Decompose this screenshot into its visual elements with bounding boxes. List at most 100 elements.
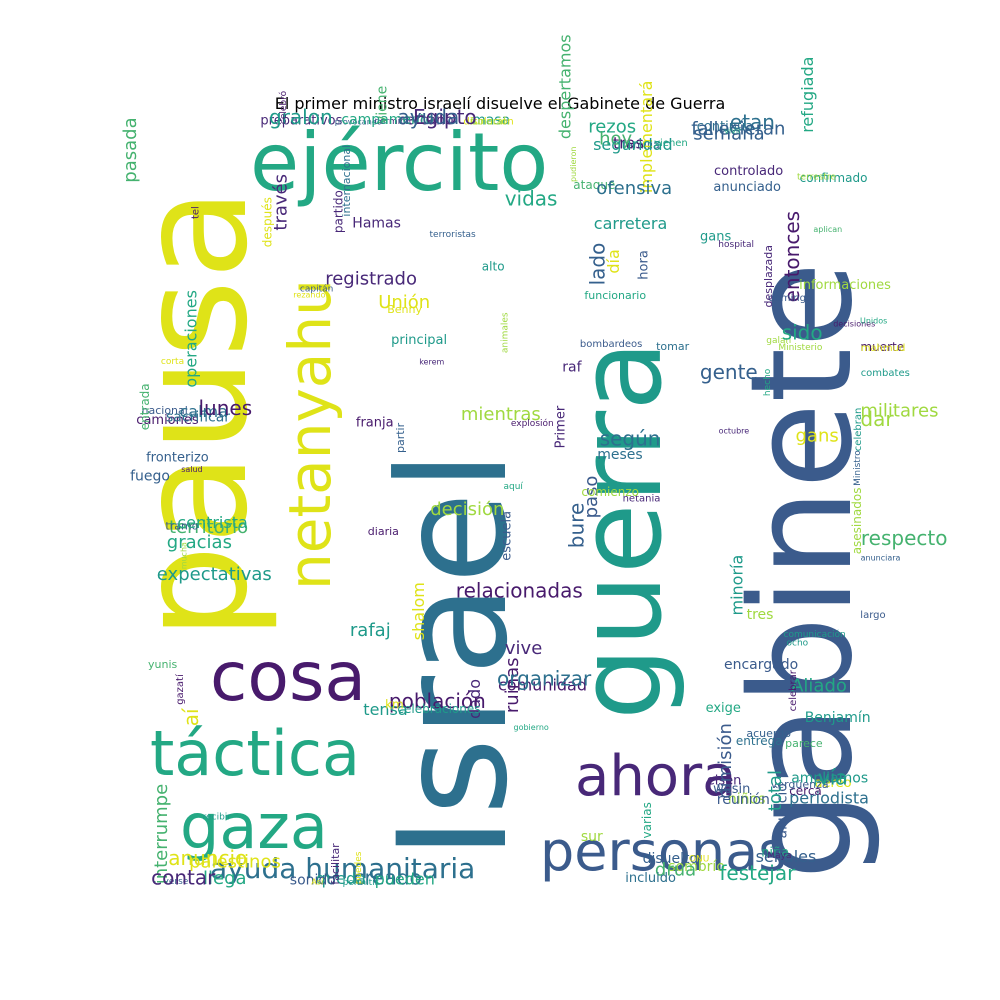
cloud-word: hospital bbox=[718, 240, 754, 250]
cloud-word: disuelto bbox=[643, 851, 699, 867]
cloud-word: niños bbox=[728, 792, 766, 808]
cloud-word: seguridad bbox=[593, 135, 673, 154]
cloud-word: según bbox=[600, 426, 661, 450]
cloud-word: tomar bbox=[656, 340, 689, 353]
cloud-word: contar bbox=[151, 865, 216, 889]
cloud-word: gaza bbox=[180, 790, 328, 863]
cloud-word: facilitar bbox=[329, 843, 342, 885]
cloud-word: creado bbox=[354, 866, 422, 890]
cloud-word: sur bbox=[581, 829, 603, 845]
cloud-word: total bbox=[765, 770, 786, 811]
cloud-word: Egipto bbox=[413, 105, 477, 129]
cloud-word: puedes bbox=[354, 851, 364, 884]
cloud-word: entonces bbox=[780, 211, 804, 302]
cloud-word: militares bbox=[860, 401, 938, 422]
cloud-word: Aliado bbox=[791, 676, 847, 697]
cloud-word: informaciones bbox=[799, 278, 891, 293]
cloud-word: dar bbox=[860, 407, 894, 431]
cloud-word: km bbox=[385, 697, 404, 711]
cloud-word: paso bbox=[581, 476, 602, 519]
cloud-word: nacional bbox=[142, 404, 188, 417]
cloud-word: alto bbox=[482, 260, 505, 274]
cloud-word: ofensiva bbox=[596, 178, 672, 199]
cloud-word: hora bbox=[637, 250, 652, 280]
cloud-word: dormimos bbox=[374, 117, 419, 127]
cloud-word: gazatí bbox=[174, 673, 186, 705]
cloud-word: Primer bbox=[554, 405, 569, 448]
cloud-word: recibir bbox=[203, 813, 232, 823]
cloud-word: cercano bbox=[398, 112, 453, 128]
cloud-word: Maya bbox=[767, 851, 791, 861]
cloud-word: celebrar bbox=[788, 669, 799, 711]
cloud-word: anuncio bbox=[168, 846, 247, 870]
cloud-word: varias bbox=[640, 802, 654, 838]
cloud-word: mientras bbox=[461, 404, 541, 425]
cloud-word: corta bbox=[161, 357, 184, 367]
cloud-word: confirmado bbox=[800, 171, 868, 185]
cloud-word: hoy bbox=[599, 129, 632, 150]
cloud-word: refugiada bbox=[798, 57, 817, 133]
cloud-word: festejar bbox=[719, 861, 796, 885]
cloud-word: familia bbox=[623, 139, 660, 152]
cloud-word: cosa bbox=[210, 638, 366, 717]
cloud-word: implementará bbox=[637, 81, 656, 194]
cloud-word: tramo bbox=[165, 519, 198, 532]
cloud-word: comienzo bbox=[581, 485, 639, 499]
cloud-word: Benjamín bbox=[805, 710, 871, 726]
cloud-word: respecto bbox=[861, 526, 948, 550]
cloud-word: vidas bbox=[505, 187, 558, 211]
cloud-word: permitir bbox=[343, 878, 379, 888]
cloud-word: reunión bbox=[717, 792, 770, 808]
cloud-word: muerte bbox=[860, 340, 904, 354]
cloud-word: palestinos bbox=[189, 852, 281, 873]
cloud-word: tres bbox=[747, 607, 774, 623]
cloud-word: animales bbox=[501, 312, 511, 353]
cloud-word: escuela bbox=[499, 511, 514, 561]
cloud-word: pasada bbox=[120, 117, 141, 182]
cloud-word: incluido bbox=[625, 871, 676, 886]
cloud-word: diaria bbox=[368, 525, 399, 538]
cloud-word: pausa bbox=[107, 188, 281, 640]
cloud-word: sacrificar bbox=[166, 409, 230, 425]
cloud-word: salud bbox=[181, 465, 202, 474]
cloud-word: gente bbox=[700, 360, 758, 384]
cloud-word: lado bbox=[586, 243, 610, 286]
cloud-word: acuerdo bbox=[746, 727, 791, 740]
cloud-word: domingo bbox=[768, 293, 812, 304]
cloud-word: registrado bbox=[325, 269, 417, 290]
figure-title: El primer ministro israelí disuelve el G… bbox=[274, 94, 726, 113]
cloud-word: comunidad bbox=[498, 676, 587, 695]
cloud-word: sombrío bbox=[668, 859, 725, 875]
cloud-word: ONU bbox=[689, 854, 709, 864]
cloud-word: ayuda humanitaria bbox=[210, 852, 475, 885]
cloud-word: Unidos bbox=[860, 317, 887, 326]
cloud-word: ampliamos bbox=[791, 770, 868, 786]
cloud-word: funeral bbox=[470, 117, 505, 128]
cloud-word: después bbox=[261, 197, 275, 247]
cloud-word: celebró bbox=[278, 90, 289, 124]
cloud-word: gans bbox=[700, 230, 731, 245]
cloud-word: Así bbox=[311, 877, 324, 886]
cloud-word: funcionario bbox=[584, 289, 646, 302]
cloud-word: disolución bbox=[463, 116, 513, 128]
cloud-word: territorio bbox=[169, 517, 248, 538]
cloud-word: aéreo bbox=[815, 776, 852, 791]
cloud-word: señales bbox=[756, 847, 817, 866]
cloud-word: camiones bbox=[136, 413, 199, 428]
cloud-word: pueden bbox=[375, 870, 435, 889]
cloud-word: aplican bbox=[813, 225, 842, 234]
cloud-word: aquí bbox=[504, 482, 524, 492]
cloud-word: interrumpe bbox=[151, 784, 172, 884]
cloud-word: vía bbox=[818, 766, 848, 790]
cloud-word: pudieron bbox=[569, 147, 578, 182]
cloud-word: gabinete bbox=[721, 262, 884, 880]
cloud-word: sonido bbox=[290, 872, 336, 888]
cloud-word: semana bbox=[693, 124, 764, 145]
cloud-word: asesinados bbox=[850, 488, 864, 555]
cloud-word: franja bbox=[356, 415, 394, 430]
cloud-word: preparativos bbox=[260, 114, 342, 129]
cloud-word: cerca bbox=[789, 784, 822, 798]
cloud-word: shalom bbox=[409, 582, 428, 640]
cloud-word: etan bbox=[730, 110, 775, 134]
